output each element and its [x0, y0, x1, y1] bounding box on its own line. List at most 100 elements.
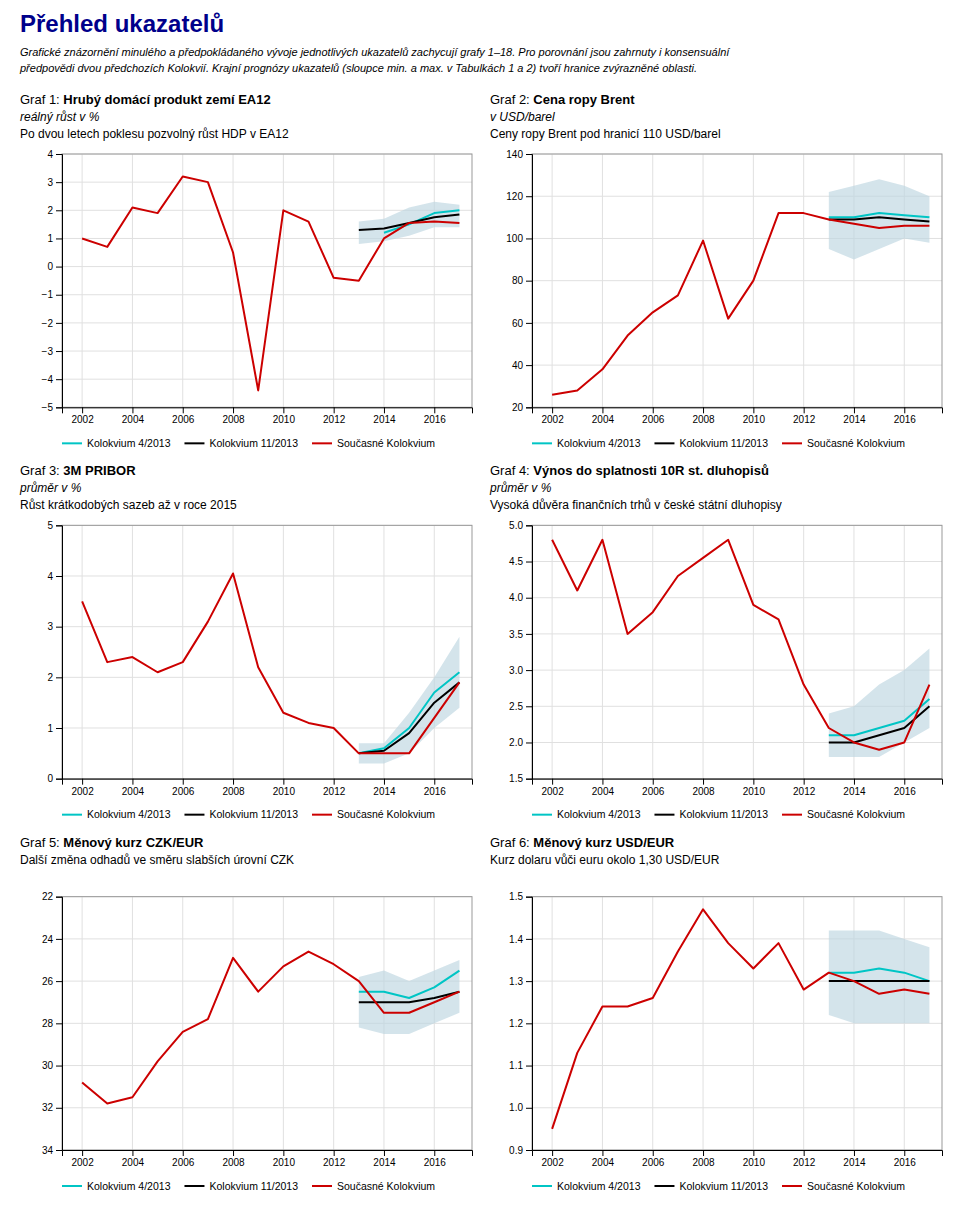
- tick-mark: [904, 407, 905, 413]
- x-tick: 2010: [273, 407, 296, 425]
- grid-line-y: [532, 597, 942, 598]
- tick-mark: [653, 779, 654, 785]
- y-unit-label: v USD/barel: [490, 110, 555, 124]
- grid: [532, 154, 942, 407]
- grid-line-x: [333, 154, 334, 407]
- y-tick: 140: [506, 149, 532, 160]
- tick-label: 2008: [692, 1157, 715, 1168]
- tick-mark: [56, 1066, 62, 1067]
- x-tick: 2012: [323, 407, 346, 425]
- tick-label: 30: [42, 1060, 54, 1071]
- chart-subtitle: Další změna odhadů ve směru slabších úro…: [20, 853, 294, 867]
- grid-line-y: [62, 1065, 472, 1066]
- grid-line-y: [62, 1107, 472, 1108]
- chart-subtitle: Ceny ropy Brent pod hranicí 110 USD/bare…: [490, 127, 721, 141]
- grid-line-x: [182, 897, 183, 1150]
- grid-line-x: [434, 525, 435, 778]
- tick-label: 2014: [843, 1157, 866, 1168]
- legend: Kolokvium 4/2013Kolokvium 11/2013Současn…: [62, 808, 435, 820]
- tick-label: 2016: [894, 786, 917, 797]
- axis-line: [526, 155, 533, 408]
- y-unit-label: průměr v %: [19, 481, 82, 495]
- grid-line-x: [753, 897, 754, 1150]
- y-tick: 4: [47, 571, 62, 582]
- tick-mark: [854, 1150, 855, 1156]
- tick-mark: [233, 1150, 234, 1156]
- plot-area: 01234520022004200620082010201220142016Ko…: [47, 520, 472, 820]
- tick-mark: [526, 706, 532, 707]
- y-tick: −2: [42, 318, 62, 329]
- tick-label: 1.3: [509, 976, 523, 987]
- y-tick: 3.0: [509, 665, 532, 676]
- tick-label: 1: [47, 723, 53, 734]
- x-tick: 2008: [692, 1150, 715, 1168]
- tick-mark: [653, 1150, 654, 1156]
- axis-line: [533, 779, 943, 785]
- tick-label: 2006: [172, 786, 195, 797]
- tick-mark: [56, 939, 62, 940]
- tick-mark: [56, 1150, 62, 1151]
- tick-label: 2016: [894, 414, 917, 425]
- legend: Kolokvium 4/2013Kolokvium 11/2013Současn…: [62, 1180, 435, 1192]
- tick-label: 2012: [323, 786, 346, 797]
- y-unit-label: reálný růst v %: [20, 110, 100, 124]
- y-tick: −4: [42, 374, 62, 385]
- grid: [532, 897, 942, 1150]
- legend-label: Kolokvium 4/2013: [87, 808, 171, 820]
- tick-label: 2002: [541, 414, 564, 425]
- tick-label: 3: [47, 177, 53, 188]
- y-tick: 1.1: [509, 1060, 532, 1071]
- axis-line: [533, 408, 943, 414]
- x-tick: 2008: [222, 407, 245, 425]
- grid-line-x: [652, 897, 653, 1150]
- tick-label: 2016: [424, 1157, 447, 1168]
- tick-label: 2004: [122, 786, 145, 797]
- y-tick: 28: [42, 1018, 62, 1029]
- x-tick: 2016: [894, 1150, 917, 1168]
- grid-line-x: [602, 897, 603, 1150]
- series-line: [359, 971, 460, 998]
- tick-mark: [653, 407, 654, 413]
- grid-line-x: [703, 897, 704, 1150]
- grid-line-y: [532, 1065, 942, 1066]
- tick-mark: [56, 779, 62, 780]
- chart-label: Graf 2:: [490, 92, 533, 107]
- grid-line-x: [233, 525, 234, 778]
- chart-title-text: Hrubý domácí produkt zemí EA12: [63, 92, 270, 107]
- y-tick: 3: [47, 177, 62, 188]
- plot-frame: [532, 897, 942, 1150]
- grid-line-x: [233, 897, 234, 1150]
- legend-swatch: [532, 814, 552, 816]
- legend-swatch: [532, 442, 552, 444]
- tick-label: 2002: [71, 1157, 94, 1168]
- legend-swatch: [782, 814, 802, 816]
- tick-mark: [526, 897, 532, 898]
- tick-mark: [434, 407, 435, 413]
- x-tick: 2016: [894, 779, 917, 797]
- legend-item: Kolokvium 11/2013: [184, 1180, 298, 1192]
- legend-label: Současné Kolokvium: [807, 437, 905, 449]
- y-tick: 30: [42, 1060, 62, 1071]
- grid-line-y: [62, 294, 472, 295]
- legend-item: Kolokvium 4/2013: [62, 808, 171, 820]
- grid-line-x: [803, 154, 804, 407]
- grid-line-x: [753, 525, 754, 778]
- plot-frame: [62, 154, 472, 407]
- tick-mark: [703, 779, 704, 785]
- legend-label: Současné Kolokvium: [807, 808, 905, 820]
- tick-mark: [526, 742, 532, 743]
- axis-line: [533, 1151, 943, 1157]
- tick-label: 2008: [222, 414, 245, 425]
- x-axis: 20022004200620082010201220142016: [63, 1150, 473, 1168]
- chart-title: Graf 2: Cena ropy Brent: [490, 92, 635, 107]
- legend-label: Kolokvium 4/2013: [557, 808, 641, 820]
- tick-label: −3: [42, 346, 54, 357]
- grid-line-x: [283, 525, 284, 778]
- chart-subtitle: Po dvou letech poklesu pozvolný růst HDP…: [20, 127, 289, 141]
- grid-line-y: [62, 626, 472, 627]
- tick-mark: [526, 281, 532, 282]
- legend-item: Kolokvium 4/2013: [62, 437, 171, 449]
- legend-item: Současné Kolokvium: [312, 808, 435, 820]
- grid-line-y: [62, 576, 472, 577]
- grid-line-x: [803, 897, 804, 1150]
